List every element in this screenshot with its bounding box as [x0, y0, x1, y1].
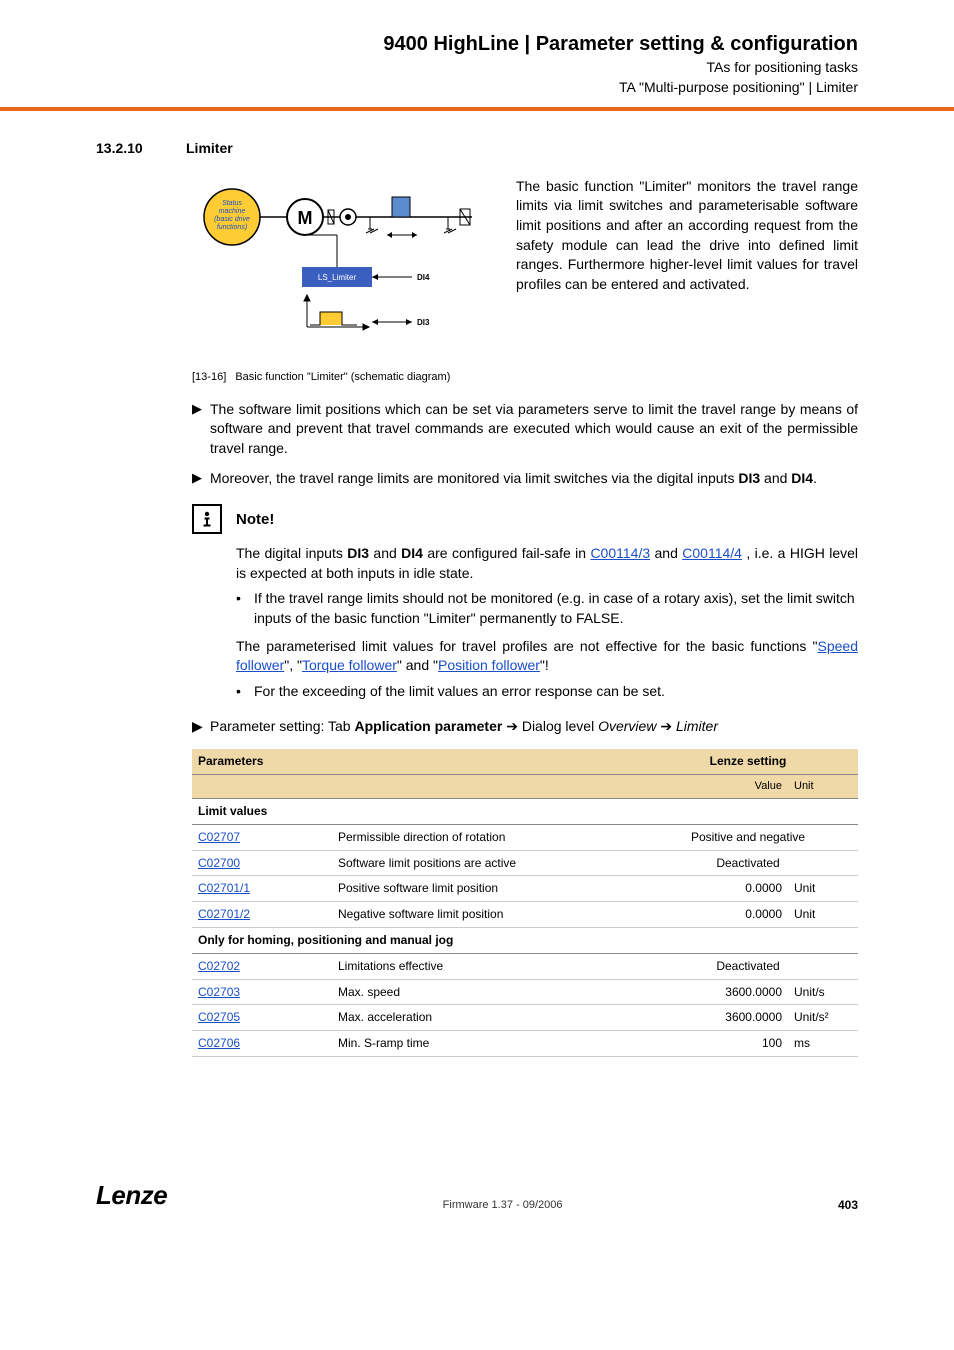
page-footer: Lenze Firmware 1.37 - 09/2006 403	[96, 1177, 858, 1213]
note-subbullet: • If the travel range limits should not …	[236, 589, 858, 628]
param-desc: Permissible direction of rotation	[332, 824, 638, 850]
param-desc: Software limit positions are active	[332, 850, 638, 876]
bullet-list: ▶ The software limit positions which can…	[192, 400, 858, 488]
param-value: 3600.0000	[638, 979, 788, 1005]
note-paragraph-1: The digital inputs DI3 and DI4 are confi…	[236, 544, 858, 583]
note-subbullet: • For the exceeding of the limit values …	[236, 682, 858, 702]
section-heading: 13.2.10 Limiter	[96, 139, 858, 159]
bullet-mark-icon: ▶	[192, 400, 210, 459]
bullet-item: ▶ The software limit positions which can…	[192, 400, 858, 459]
table-row: C02702 Limitations effectiveDeactivated	[192, 953, 858, 979]
bullet-text: Moreover, the travel range limits are mo…	[210, 469, 858, 489]
svg-text:M: M	[298, 208, 313, 228]
table-group-header: Limit values	[192, 799, 858, 825]
figure-caption: [13-16] Basic function "Limiter" (schema…	[192, 370, 858, 385]
param-code-link[interactable]: C02700	[198, 856, 240, 870]
status-line-3: functions)	[217, 224, 247, 231]
status-line-2: (basic drive	[214, 216, 250, 223]
param-desc: Positive software limit position	[332, 876, 638, 902]
table-row: C02701/1 Positive software limit position…	[192, 876, 858, 902]
param-desc: Negative software limit position	[332, 902, 638, 928]
param-code-link[interactable]: C02701/1	[198, 881, 250, 895]
parameters-table: Parameters Lenze setting Value Unit Limi…	[192, 749, 858, 1057]
figure-caption-text: Basic function "Limiter" (schematic diag…	[235, 371, 450, 383]
table-row: C02701/2 Negative software limit position…	[192, 902, 858, 928]
param-code-link[interactable]: C02703	[198, 985, 240, 999]
col-header-parameters: Parameters	[192, 749, 638, 774]
param-code-link[interactable]: C02705	[198, 1010, 240, 1024]
param-desc: Max. speed	[332, 979, 638, 1005]
page-header: 9400 HighLine | Parameter setting & conf…	[96, 30, 858, 97]
header-title: 9400 HighLine | Parameter setting & conf…	[96, 30, 858, 58]
param-code-link[interactable]: C02707	[198, 830, 240, 844]
link-torque-follower[interactable]: Torque follower	[302, 657, 397, 673]
table-group-header: Only for homing, positioning and manual …	[192, 928, 858, 954]
table-row: C02705 Max. acceleration3600.0000Unit/s²	[192, 1005, 858, 1031]
section-title: Limiter	[186, 139, 233, 159]
param-desc: Limitations effective	[332, 953, 638, 979]
header-sub1: TAs for positioning tasks	[96, 58, 858, 78]
link-c00114-3[interactable]: C00114/3	[590, 545, 650, 561]
table-row: C02707 Permissible direction of rotationP…	[192, 824, 858, 850]
param-value: 3600.0000	[638, 1005, 788, 1031]
table-row: C02703 Max. speed3600.0000Unit/s	[192, 979, 858, 1005]
param-value: Deactivated	[638, 953, 858, 979]
figure-description: The basic function "Limiter" monitors th…	[516, 177, 858, 295]
table-row: C02700 Software limit positions are activ…	[192, 850, 858, 876]
col-header-unit: Unit	[788, 774, 858, 798]
param-desc: Min. S-ramp time	[332, 1031, 638, 1057]
figure-caption-tag: [13-16]	[192, 370, 226, 385]
note-sub-text: For the exceeding of the limit values an…	[254, 682, 665, 702]
param-unit: Unit	[788, 876, 858, 902]
note-block: Note! The digital inputs DI3 and DI4 are…	[192, 504, 858, 701]
note-sub-text: If the travel range limits should not be…	[254, 589, 858, 628]
header-sub2: TA "Multi-purpose positioning" | Limiter	[96, 78, 858, 98]
info-icon	[192, 504, 222, 534]
param-unit: Unit/s	[788, 979, 858, 1005]
header-rule	[0, 107, 954, 111]
table-row: C02706 Min. S-ramp time100ms	[192, 1031, 858, 1057]
parameter-setting-line: ▶ Parameter setting: Tab Application par…	[192, 717, 858, 737]
bullet-mark-icon: ▶	[192, 469, 210, 489]
section-number: 13.2.10	[96, 139, 186, 159]
col-header-value: Value	[638, 774, 788, 798]
di3-label: DI3	[417, 318, 430, 327]
note-title: Note!	[236, 509, 274, 530]
ls-limiter-label: LS_Limiter	[318, 273, 357, 282]
bullet-text: The software limit positions which can b…	[210, 400, 858, 459]
param-value: 100	[638, 1031, 788, 1057]
bullet-item: ▶ Moreover, the travel range limits are …	[192, 469, 858, 489]
param-code-link[interactable]: C02706	[198, 1036, 240, 1050]
footer-firmware: Firmware 1.37 - 09/2006	[443, 1198, 563, 1213]
footer-page-number: 403	[838, 1197, 858, 1214]
status-line-0: Status	[222, 200, 242, 207]
param-unit: Unit/s²	[788, 1005, 858, 1031]
param-code-link[interactable]: C02702	[198, 959, 240, 973]
link-c00114-4[interactable]: C00114/4	[682, 545, 742, 561]
status-line-1: machine	[219, 208, 246, 215]
param-desc: Max. acceleration	[332, 1005, 638, 1031]
param-value: Deactivated	[638, 850, 858, 876]
schematic-diagram: Status machine (basic drive functions) M	[192, 177, 492, 363]
note-paragraph-2: The parameterised limit values for trave…	[236, 637, 858, 676]
di4-label: DI4	[417, 273, 430, 282]
param-code-link[interactable]: C02701/2	[198, 907, 250, 921]
col-header-lenze: Lenze setting	[638, 749, 858, 774]
param-unit: Unit	[788, 902, 858, 928]
param-unit: ms	[788, 1031, 858, 1057]
link-position-follower[interactable]: Position follower	[438, 657, 540, 673]
lenze-logo: Lenze	[96, 1177, 167, 1213]
param-value: 0.0000	[638, 876, 788, 902]
param-value: 0.0000	[638, 902, 788, 928]
param-value: Positive and negative	[638, 824, 858, 850]
